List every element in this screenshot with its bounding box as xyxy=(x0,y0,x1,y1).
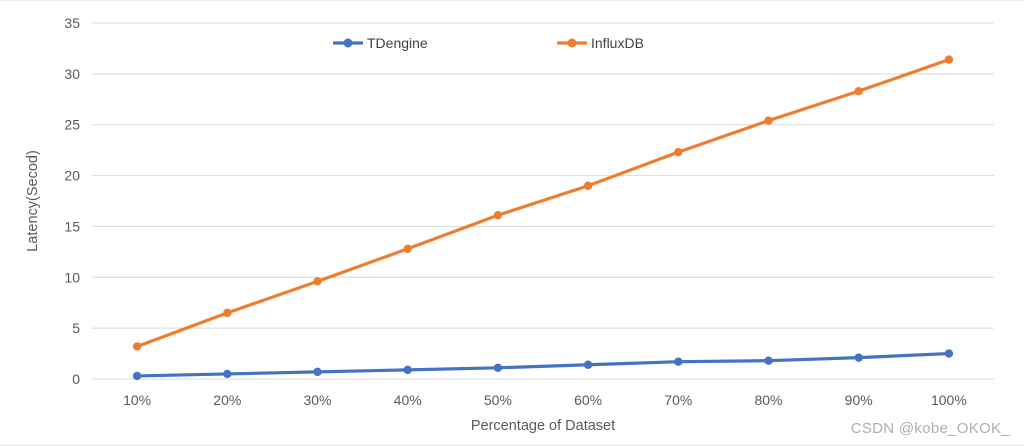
legend-marker-dot xyxy=(343,38,353,48)
chart-legend: TDengine InfluxDB xyxy=(333,35,644,51)
x-tick-label: 10% xyxy=(123,392,151,408)
data-point-tdengine xyxy=(764,356,773,365)
legend-label: TDengine xyxy=(367,35,428,51)
x-tick-label: 100% xyxy=(931,392,967,408)
series-line-tdengine xyxy=(135,351,951,378)
x-tick-label: 40% xyxy=(394,392,422,408)
y-tick-label: 15 xyxy=(64,218,80,234)
gridlines xyxy=(92,22,994,380)
y-tick-label: 10 xyxy=(64,269,80,285)
data-point-tdengine xyxy=(854,353,863,362)
y-tick-label: 30 xyxy=(64,66,80,82)
data-point-influxdb xyxy=(764,116,773,125)
data-point-tdengine xyxy=(583,360,593,369)
data-point-influxdb xyxy=(674,147,683,157)
data-point-influxdb xyxy=(583,181,593,190)
csdn-watermark: CSDN @kobe_OKOK_ xyxy=(850,420,1010,437)
data-point-tdengine xyxy=(944,349,954,358)
data-point-influxdb xyxy=(944,55,954,64)
data-point-tdengine xyxy=(674,357,683,366)
data-point-tdengine xyxy=(132,371,142,381)
y-tick-label: 20 xyxy=(64,168,80,184)
y-tick-label: 25 xyxy=(64,117,80,133)
y-tick-label: 35 xyxy=(64,15,80,31)
series-line-influxdb xyxy=(135,58,951,349)
data-series xyxy=(132,55,954,381)
x-axis-title: Percentage of Dataset xyxy=(471,418,615,434)
data-point-tdengine xyxy=(223,369,232,379)
legend-item-tdengine: TDengine xyxy=(333,35,428,51)
data-point-influxdb xyxy=(313,277,322,286)
x-tick-label: 90% xyxy=(845,392,873,408)
x-tick-label: 70% xyxy=(664,392,692,408)
x-tick-label: 20% xyxy=(213,392,241,408)
data-point-influxdb xyxy=(854,86,863,96)
data-point-tdengine xyxy=(403,365,412,375)
data-point-influxdb xyxy=(223,308,232,318)
data-point-tdengine xyxy=(313,367,322,377)
data-point-influxdb xyxy=(493,211,503,220)
legend-label: InfluxDB xyxy=(591,35,644,51)
x-tick-label: 30% xyxy=(303,392,331,408)
y-axis-tick-labels: 0 5 10 15 20 25 30 35 xyxy=(64,15,80,387)
x-tick-label: 50% xyxy=(484,392,512,408)
legend-marker-dot xyxy=(567,38,577,48)
y-axis-title: Latency(Secod) xyxy=(25,150,41,252)
data-point-influxdb xyxy=(132,342,142,351)
y-tick-label: 5 xyxy=(72,320,80,336)
data-point-influxdb xyxy=(403,244,412,254)
x-axis-tick-labels: 10% 20% 30% 40% 50% 60% 70% 80% 90% 100% xyxy=(123,392,967,408)
y-tick-label: 0 xyxy=(72,371,80,387)
legend-item-influxdb: InfluxDB xyxy=(557,35,644,51)
x-tick-label: 80% xyxy=(754,392,782,408)
x-tick-label: 60% xyxy=(574,392,602,408)
data-point-tdengine xyxy=(493,363,503,373)
